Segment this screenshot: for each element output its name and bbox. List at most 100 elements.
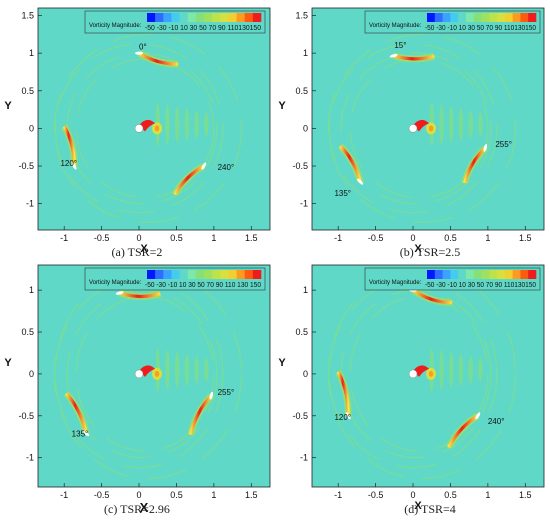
legend-tick-labels: -50 -30 -10 10 30 50 70 90 110130150 <box>145 25 261 32</box>
legend-title: Vorticity Magnitude: <box>89 23 142 29</box>
y-tick-label: 0 <box>29 369 34 379</box>
angle-label: 120° <box>334 413 351 422</box>
x-tick-label: -0.5 <box>368 233 384 243</box>
y-tick-label: 0.5 <box>21 86 34 96</box>
wake-ring <box>75 296 215 452</box>
wake-ring <box>349 296 489 452</box>
legend-tick-labels: -50 -30 -10 10 30 50 70 90 110130150 <box>425 282 536 289</box>
y-tick-label: 0.5 <box>21 327 34 337</box>
shaft-vortex-center <box>428 370 434 377</box>
blade <box>483 144 488 152</box>
angle-label: 120° <box>60 159 77 168</box>
colorbar-swatch <box>481 13 490 22</box>
x-tick-label: 0 <box>137 233 142 243</box>
angle-label: 135° <box>334 189 351 198</box>
vortex-streak <box>439 349 444 390</box>
plot-background <box>38 8 270 230</box>
x-tick-label: 0 <box>411 233 416 243</box>
colorbar-swatch <box>520 13 529 22</box>
colorbar-swatch <box>497 13 506 22</box>
x-tick-label: 1 <box>485 490 490 500</box>
colorbar-swatch <box>212 270 221 279</box>
colorbar-swatch <box>155 13 164 22</box>
y-axis-label: Y <box>278 100 286 112</box>
x-tick-label: -0.5 <box>368 490 384 500</box>
angle-label: 240° <box>488 417 505 426</box>
legend-tick-labels: -50 -30 -10 10 30 50 70 90 110 130 150 <box>145 282 261 289</box>
blade <box>135 51 144 55</box>
colorbar-legend: Vorticity Magnitude: -50 -30 -10 10 30 50… <box>84 10 266 34</box>
colorbar-swatch <box>481 270 490 279</box>
colorbar-swatch <box>450 270 459 279</box>
angle-label: 0° <box>139 42 147 51</box>
y-tick-label: 1.5 <box>21 11 34 21</box>
colorbar-swatch <box>434 270 443 279</box>
colorbar-swatch <box>244 270 254 279</box>
blade-wake-core <box>65 392 88 434</box>
x-tick-label: 0.5 <box>170 490 183 500</box>
colorbar-swatch <box>220 13 229 22</box>
vortex-streak <box>449 106 454 143</box>
y-tick-label: 0 <box>29 123 34 133</box>
colorbar-swatch <box>427 13 436 22</box>
vortex-streak <box>439 104 444 145</box>
angle-label: 255° <box>495 140 512 149</box>
panel-4: 0°120°240°-1-0.500.511.510.50-0.5-1XYVor… <box>278 264 545 516</box>
vortex-streak <box>184 353 190 386</box>
angle-label: 240° <box>218 163 235 172</box>
blade <box>201 162 207 170</box>
colorbar-swatch <box>244 13 254 22</box>
plot-frame <box>37 264 271 488</box>
colorbar-swatch <box>163 13 172 22</box>
colorbar-swatch <box>187 270 197 279</box>
colorbar-swatch <box>512 13 521 22</box>
colorbar-swatch <box>220 270 229 279</box>
legend-title: Vorticity Magnitude: <box>89 280 142 286</box>
x-axis-label: X <box>414 500 422 512</box>
y-axis-label: Y <box>278 357 286 369</box>
y-tick-label: 1 <box>303 285 308 295</box>
colorbar-legend: Vorticity Magnitude: -50 -30 -10 10 30 50… <box>84 267 266 291</box>
colorbar-swatch <box>497 270 506 279</box>
vortex-streak <box>194 110 199 139</box>
flow-field <box>327 33 517 224</box>
y-tick-label: 0 <box>303 369 308 379</box>
shaft-vortex-center <box>428 125 434 132</box>
vortex-streak <box>458 353 464 386</box>
angle-label: 135° <box>72 430 89 439</box>
colorbar-swatch <box>528 270 537 279</box>
colorbar-swatch <box>252 13 262 22</box>
angle-label: 255° <box>218 388 235 397</box>
colorbar-swatch <box>236 13 246 22</box>
legend-tick-labels: -50 -30 -10 10 30 50 70 90 110130150 <box>425 25 536 32</box>
x-tick-label: 0 <box>137 490 142 500</box>
blade <box>475 412 481 420</box>
panel-1: 0° 120° 240° -1 -0.5 0 0.5 1 1.5 1.5 1 0.5 0 -0.5 -1 X Y… <box>4 7 271 259</box>
colorbar-swatch <box>212 13 221 22</box>
colorbar-swatch <box>155 270 164 279</box>
y-tick-label: 1.5 <box>295 11 308 21</box>
blade <box>345 412 351 420</box>
wake-ring <box>54 43 224 214</box>
colorbar-swatch <box>147 13 156 22</box>
plot-frame <box>311 264 545 488</box>
vortex-streak <box>458 108 464 141</box>
x-tick-label: 0.5 <box>444 490 457 500</box>
x-tick-label: -1 <box>60 233 68 243</box>
x-tick-label: 1 <box>211 233 216 243</box>
x-tick-label: -0.5 <box>94 233 110 243</box>
x-tick-label: -1 <box>60 490 68 500</box>
y-tick-label: 0.5 <box>295 86 308 96</box>
colorbar-swatch <box>171 13 180 22</box>
blade <box>71 162 77 170</box>
flow-field <box>327 268 517 480</box>
x-axis-label: X <box>414 243 422 255</box>
colorbar-swatch <box>512 270 521 279</box>
blade-wake-core <box>336 370 350 416</box>
colorbar-swatch <box>504 270 513 279</box>
colorbar-swatch <box>450 13 459 22</box>
y-tick-label: -0.5 <box>18 411 34 421</box>
colorbar-swatch <box>520 270 529 279</box>
wake-ring <box>327 33 517 224</box>
y-tick-label: -1 <box>300 199 308 209</box>
